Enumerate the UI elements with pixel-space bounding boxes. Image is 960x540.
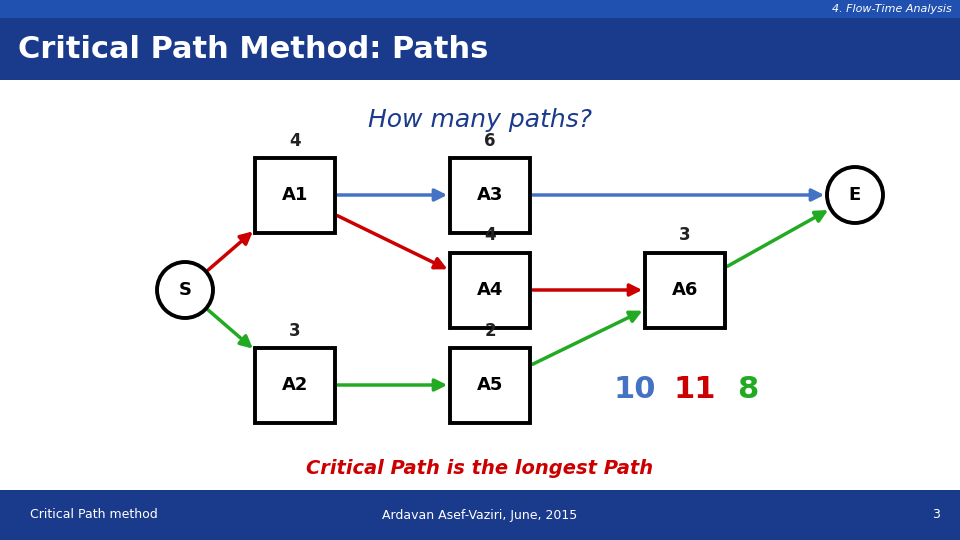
Text: Ardavan Asef-Vaziri, June, 2015: Ardavan Asef-Vaziri, June, 2015 (382, 509, 578, 522)
Text: Critical Path is the longest Path: Critical Path is the longest Path (306, 458, 654, 477)
Bar (645, 253, 725, 327)
Text: S: S (179, 281, 191, 299)
Bar (450, 348, 530, 422)
Bar (255, 158, 335, 233)
Bar (450, 253, 530, 327)
Text: 4: 4 (289, 132, 300, 150)
Text: Critical Path method: Critical Path method (30, 509, 157, 522)
Text: A4: A4 (477, 281, 503, 299)
Text: 11: 11 (674, 375, 716, 404)
Circle shape (157, 262, 213, 318)
Text: A2: A2 (282, 376, 308, 394)
Text: E: E (849, 186, 861, 204)
Text: 3: 3 (679, 226, 691, 245)
Text: How many paths?: How many paths? (368, 108, 592, 132)
Bar (0, 490, 960, 540)
Text: 4: 4 (484, 226, 495, 245)
Text: 10: 10 (613, 375, 657, 404)
Bar (0, 0, 960, 18)
Bar (0, 80, 960, 490)
Bar (450, 158, 530, 233)
Text: 6: 6 (484, 132, 495, 150)
Text: Critical Path Method: Paths: Critical Path Method: Paths (18, 35, 489, 64)
Bar (0, 18, 960, 80)
Text: 4. Flow-Time Analysis: 4. Flow-Time Analysis (832, 4, 952, 14)
Bar (255, 348, 335, 422)
Text: A6: A6 (672, 281, 698, 299)
Text: A1: A1 (282, 186, 308, 204)
Text: 3: 3 (932, 509, 940, 522)
Text: 8: 8 (737, 375, 758, 404)
Text: A3: A3 (477, 186, 503, 204)
Circle shape (827, 167, 883, 223)
Text: A5: A5 (477, 376, 503, 394)
Text: 2: 2 (484, 321, 495, 340)
Text: 3: 3 (289, 321, 300, 340)
